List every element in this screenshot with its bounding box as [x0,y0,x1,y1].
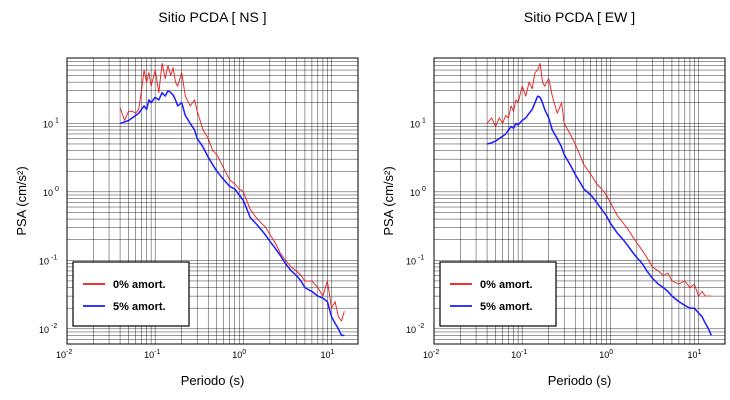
y-tick-label: 10 [410,188,420,198]
plot-frame [433,57,726,345]
y-tick-exponent: -1 [418,254,424,261]
y-tick-exponent: -2 [418,323,424,330]
series-line-red [119,62,345,322]
legend-label: 5% amort. [113,301,166,313]
x-tick-exponent: -2 [66,349,72,356]
x-tick-label: 10 [320,350,330,360]
chart-title: Sitio PCDA [ NS ] [158,9,266,25]
y-tick-exponent: -2 [51,323,57,330]
x-tick-label: 10 [56,350,66,360]
y-tick-label: 10 [410,119,420,129]
y-axis-label: PSA (cm/s²) [381,166,396,235]
x-tick-exponent: 0 [242,349,246,356]
legend-label: 0% amort. [113,279,166,291]
series-line-blue [486,95,712,336]
series-line-blue [119,89,345,337]
x-axis-label: Periodo (s) [181,373,245,388]
y-axis-label: PSA (cm/s²) [14,166,29,235]
y-tick-exponent: 1 [55,117,59,124]
y-tick-label: 10 [43,119,53,129]
y-tick-exponent: 0 [55,186,59,193]
x-tick-exponent: 0 [609,349,613,356]
x-tick-exponent: -2 [433,349,439,356]
series-line-red [486,62,712,297]
x-tick-label: 10 [687,350,697,360]
x-tick-label: 10 [423,350,433,360]
x-tick-label: 10 [511,350,521,360]
plot-frame [66,57,359,345]
x-tick-exponent: -1 [154,349,160,356]
legend-label: 5% amort. [480,301,533,313]
y-tick-label: 10 [406,256,416,266]
y-tick-exponent: -1 [51,254,57,261]
chart-title: Sitio PCDA [ EW ] [524,9,635,25]
legend-box [72,261,190,327]
legend-label: 0% amort. [480,279,533,291]
legend-box [439,261,557,327]
y-tick-label: 10 [39,325,49,335]
y-tick-label: 10 [406,325,416,335]
y-tick-exponent: 1 [422,117,426,124]
x-tick-label: 10 [144,350,154,360]
x-tick-exponent: -1 [521,349,527,356]
y-tick-label: 10 [39,256,49,266]
x-tick-exponent: 1 [697,349,701,356]
y-tick-exponent: 0 [422,186,426,193]
x-axis-label: Periodo (s) [548,373,612,388]
x-tick-label: 10 [599,350,609,360]
x-tick-exponent: 1 [330,349,334,356]
x-tick-label: 10 [232,350,242,360]
y-tick-label: 10 [43,188,53,198]
